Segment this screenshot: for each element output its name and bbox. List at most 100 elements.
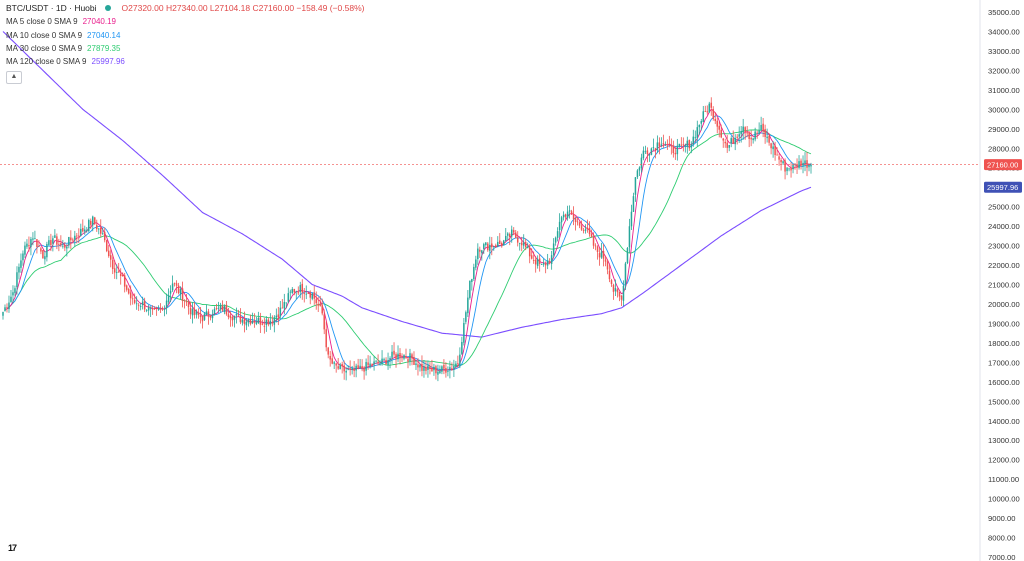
candle-body: [648, 154, 651, 156]
candle-body: [291, 288, 294, 293]
candle-body: [62, 245, 64, 247]
candle-body: [355, 365, 357, 371]
candle-body: [211, 315, 214, 319]
candle-body: [724, 141, 726, 144]
candle-body: [183, 300, 186, 302]
candle-body: [596, 246, 599, 252]
candle-body: [578, 222, 581, 226]
indicator-ma10[interactable]: MA 10 close 0 SMA 9 27040.14: [6, 29, 364, 42]
candle-body: [672, 145, 675, 154]
candle-body: [143, 300, 146, 310]
candle-body: [151, 308, 154, 310]
indicator-label: MA 120 close 0 SMA 9: [6, 57, 87, 67]
candle-body: [614, 288, 617, 292]
indicator-ma120[interactable]: MA 120 close 0 SMA 9 25997.96: [6, 55, 364, 68]
candle-body: [409, 353, 411, 362]
candle-body: [774, 145, 776, 156]
candle-body: [477, 248, 479, 260]
candle-body: [742, 126, 744, 133]
candle-body: [598, 253, 601, 258]
candle-body: [806, 160, 808, 168]
chevron-up-icon[interactable]: ▲: [6, 71, 22, 85]
candle-body: [467, 297, 469, 314]
candle-body: [8, 302, 10, 310]
candle-body: [684, 145, 687, 147]
candle-body: [664, 145, 667, 146]
candle-body: [489, 244, 491, 251]
candle-body: [215, 308, 218, 309]
candle-body: [520, 242, 523, 246]
candle-body: [481, 250, 483, 253]
candle-body: [646, 150, 649, 155]
indicator-ma30[interactable]: MA 30 close 0 SMA 9 27879.35: [6, 42, 364, 55]
candle-body: [616, 289, 619, 293]
candle-body: [82, 228, 84, 232]
candle-body: [722, 138, 724, 141]
candle-body: [626, 247, 629, 264]
candle-body: [534, 259, 537, 265]
candle-body: [115, 272, 118, 273]
candle-body: [776, 154, 778, 156]
candle-body: [670, 144, 673, 147]
candle-body: [784, 160, 786, 172]
candle-body: [405, 356, 407, 358]
candle-body: [159, 308, 162, 310]
candle-body: [78, 235, 80, 237]
candle-body: [303, 293, 306, 294]
y-tick-label: 17000.00: [988, 358, 1020, 367]
candle-body: [465, 312, 467, 322]
y-tick-label: 10000.00: [988, 495, 1020, 504]
candle-body: [281, 307, 284, 309]
candle-body: [185, 301, 188, 303]
ma30-line: [6, 129, 812, 366]
candle-body: [524, 242, 527, 248]
candle-body: [501, 243, 503, 247]
candle-body: [802, 162, 804, 166]
indicator-ma5[interactable]: MA 5 close 0 SMA 9 27040.19: [6, 15, 364, 28]
candle-body: [584, 229, 587, 231]
candle-body: [443, 364, 445, 369]
candle-body: [459, 354, 461, 366]
y-tick-label: 25000.00: [988, 203, 1020, 212]
candle-body: [792, 164, 794, 170]
candle-body: [658, 142, 661, 146]
candle-body: [810, 164, 812, 167]
candle-body: [668, 143, 671, 145]
y-tick-label: 30000.00: [988, 105, 1020, 114]
candle-body: [121, 274, 124, 277]
candle-body: [100, 227, 102, 234]
candle-body: [301, 283, 304, 293]
candle-body: [96, 224, 98, 230]
candle-body: [431, 367, 433, 372]
candle-body: [199, 315, 202, 318]
candle-body: [327, 347, 329, 355]
candle-body: [622, 285, 625, 301]
candle-body: [209, 315, 212, 318]
candle-body: [794, 163, 796, 165]
symbol-row: BTC/USDT · 1D · Huobi O27320.00 H27340.00…: [6, 2, 364, 15]
candle-body: [726, 142, 728, 148]
candle-body: [471, 279, 473, 282]
candle-body: [18, 266, 20, 273]
candle-body: [604, 259, 607, 262]
candle-body: [48, 240, 50, 246]
candle-body: [14, 288, 16, 294]
candle-body: [125, 285, 128, 290]
candle-body: [694, 137, 697, 139]
candle-body: [798, 161, 800, 169]
candle-body: [267, 319, 270, 325]
candle-body: [437, 371, 439, 375]
y-tick-label: 31000.00: [988, 86, 1020, 95]
candle-body: [155, 307, 158, 309]
candle-body: [167, 294, 170, 302]
ma120-price-tag-text: 25997.96: [987, 183, 1018, 192]
candle-body: [505, 235, 507, 242]
candle-body: [449, 367, 451, 370]
candle-body: [141, 301, 144, 305]
candle-body: [265, 319, 268, 326]
ma10-line: [6, 115, 812, 371]
candle-body: [56, 236, 58, 245]
candle-body: [730, 138, 732, 144]
